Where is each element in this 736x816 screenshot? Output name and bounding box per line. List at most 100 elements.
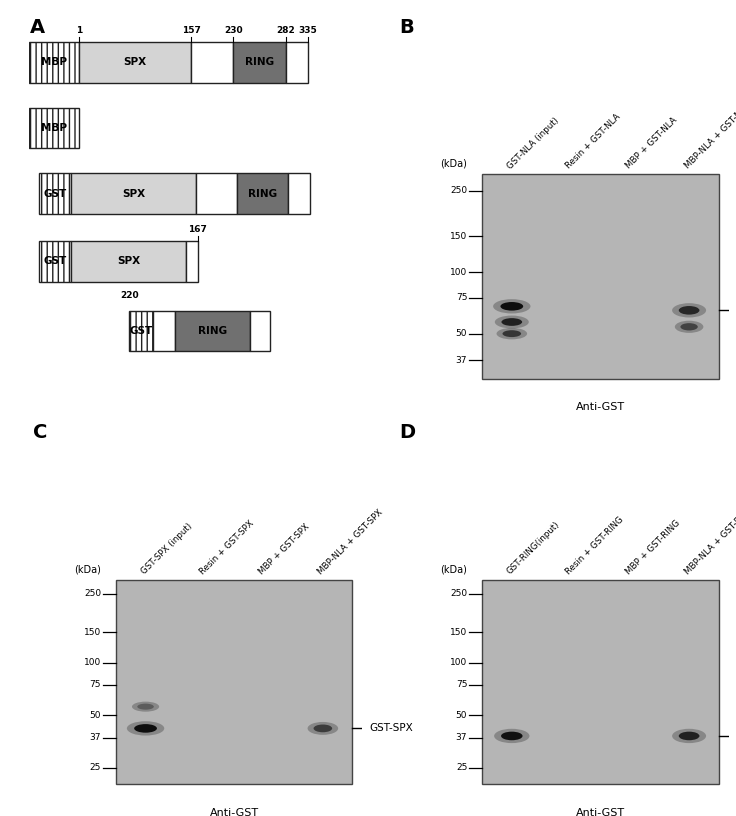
Ellipse shape bbox=[314, 725, 332, 732]
Text: 220: 220 bbox=[120, 290, 138, 299]
Ellipse shape bbox=[494, 729, 529, 743]
Text: Resin + GST-RING: Resin + GST-RING bbox=[565, 515, 626, 576]
Text: 250: 250 bbox=[450, 186, 467, 195]
Text: 75: 75 bbox=[456, 293, 467, 302]
Ellipse shape bbox=[493, 299, 531, 313]
Ellipse shape bbox=[675, 321, 704, 333]
Text: 167: 167 bbox=[188, 225, 208, 234]
Text: 150: 150 bbox=[450, 232, 467, 241]
Text: GST: GST bbox=[43, 256, 67, 266]
Text: MBP + GST-NLA: MBP + GST-NLA bbox=[623, 116, 679, 171]
Text: 230: 230 bbox=[224, 26, 243, 35]
Bar bbox=[288, 174, 310, 214]
Bar bbox=[130, 311, 153, 351]
Text: 50: 50 bbox=[456, 711, 467, 720]
Text: 150: 150 bbox=[84, 628, 101, 636]
Ellipse shape bbox=[501, 318, 522, 326]
Bar bbox=[71, 241, 186, 282]
Text: (kDa): (kDa) bbox=[74, 564, 101, 574]
Bar bbox=[79, 42, 191, 82]
Text: 250: 250 bbox=[450, 589, 467, 598]
Text: RING: RING bbox=[198, 326, 227, 335]
Text: Resin + GST-NLA: Resin + GST-NLA bbox=[565, 113, 623, 171]
Bar bbox=[250, 311, 270, 351]
Text: 37: 37 bbox=[456, 734, 467, 743]
Ellipse shape bbox=[132, 702, 159, 712]
Ellipse shape bbox=[134, 724, 157, 733]
Text: D: D bbox=[399, 424, 415, 442]
Text: SPX: SPX bbox=[117, 256, 141, 266]
Text: 75: 75 bbox=[456, 680, 467, 689]
Text: MBP-NLA + GST-NLA: MBP-NLA + GST-NLA bbox=[683, 101, 736, 171]
Text: 25: 25 bbox=[90, 763, 101, 772]
Text: MBP-NLA + GST-SPX: MBP-NLA + GST-SPX bbox=[316, 508, 385, 576]
Text: 335: 335 bbox=[299, 26, 317, 35]
Bar bbox=[40, 174, 71, 214]
Bar bbox=[71, 174, 197, 214]
Bar bbox=[482, 580, 718, 784]
Text: RING: RING bbox=[248, 188, 277, 199]
Text: MBP + GST-RING: MBP + GST-RING bbox=[623, 518, 682, 576]
Bar bbox=[482, 175, 718, 379]
Text: GST: GST bbox=[43, 188, 67, 199]
Ellipse shape bbox=[679, 306, 699, 315]
Text: A: A bbox=[29, 18, 45, 37]
Text: 1: 1 bbox=[76, 26, 82, 35]
Ellipse shape bbox=[495, 316, 528, 329]
Ellipse shape bbox=[503, 330, 521, 337]
Ellipse shape bbox=[497, 328, 527, 339]
Text: RING: RING bbox=[245, 57, 274, 68]
Text: MBP + GST-SPX: MBP + GST-SPX bbox=[258, 521, 311, 576]
Text: GST-RING(input): GST-RING(input) bbox=[506, 520, 562, 576]
Bar bbox=[153, 311, 175, 351]
Text: 150: 150 bbox=[450, 628, 467, 636]
Text: Resin + GST-SPX: Resin + GST-SPX bbox=[198, 518, 256, 576]
Text: 25: 25 bbox=[456, 763, 467, 772]
Ellipse shape bbox=[680, 323, 698, 330]
Bar bbox=[29, 108, 79, 149]
Text: (kDa): (kDa) bbox=[440, 158, 467, 169]
Text: 50: 50 bbox=[456, 329, 467, 338]
Text: GST-SPX (input): GST-SPX (input) bbox=[139, 521, 194, 576]
Text: Anti-GST: Anti-GST bbox=[576, 808, 625, 816]
Bar bbox=[197, 174, 237, 214]
Bar bbox=[175, 311, 250, 351]
Text: (kDa): (kDa) bbox=[440, 564, 467, 574]
Text: B: B bbox=[399, 18, 414, 37]
Text: GST: GST bbox=[130, 326, 153, 335]
Ellipse shape bbox=[127, 721, 164, 735]
Ellipse shape bbox=[672, 729, 706, 743]
Bar bbox=[186, 241, 198, 282]
Ellipse shape bbox=[672, 304, 706, 317]
Text: MBP: MBP bbox=[41, 123, 67, 133]
Ellipse shape bbox=[308, 722, 338, 735]
Text: 282: 282 bbox=[276, 26, 295, 35]
Text: 75: 75 bbox=[90, 680, 101, 689]
Text: SPX: SPX bbox=[124, 57, 146, 68]
Text: 100: 100 bbox=[84, 659, 101, 667]
Text: MBP-NLA + GST-RING: MBP-NLA + GST-RING bbox=[683, 503, 736, 576]
Bar bbox=[286, 42, 308, 82]
Text: 100: 100 bbox=[450, 268, 467, 277]
Bar bbox=[29, 42, 79, 82]
Text: 100: 100 bbox=[450, 659, 467, 667]
Text: 157: 157 bbox=[182, 26, 201, 35]
Ellipse shape bbox=[500, 302, 523, 311]
Bar bbox=[40, 241, 71, 282]
Bar bbox=[116, 580, 353, 784]
Bar bbox=[191, 42, 233, 82]
Text: 37: 37 bbox=[456, 356, 467, 365]
Text: GST-NLA (input): GST-NLA (input) bbox=[506, 116, 561, 171]
Text: C: C bbox=[33, 424, 47, 442]
Text: MBP: MBP bbox=[41, 57, 67, 68]
Text: 50: 50 bbox=[90, 711, 101, 720]
Text: 37: 37 bbox=[90, 734, 101, 743]
Bar bbox=[233, 42, 286, 82]
Text: Anti-GST: Anti-GST bbox=[210, 808, 259, 816]
Text: 250: 250 bbox=[84, 589, 101, 598]
Bar bbox=[237, 174, 288, 214]
Ellipse shape bbox=[679, 732, 699, 740]
Text: SPX: SPX bbox=[122, 188, 146, 199]
Ellipse shape bbox=[138, 703, 154, 710]
Text: Anti-GST: Anti-GST bbox=[576, 402, 625, 412]
